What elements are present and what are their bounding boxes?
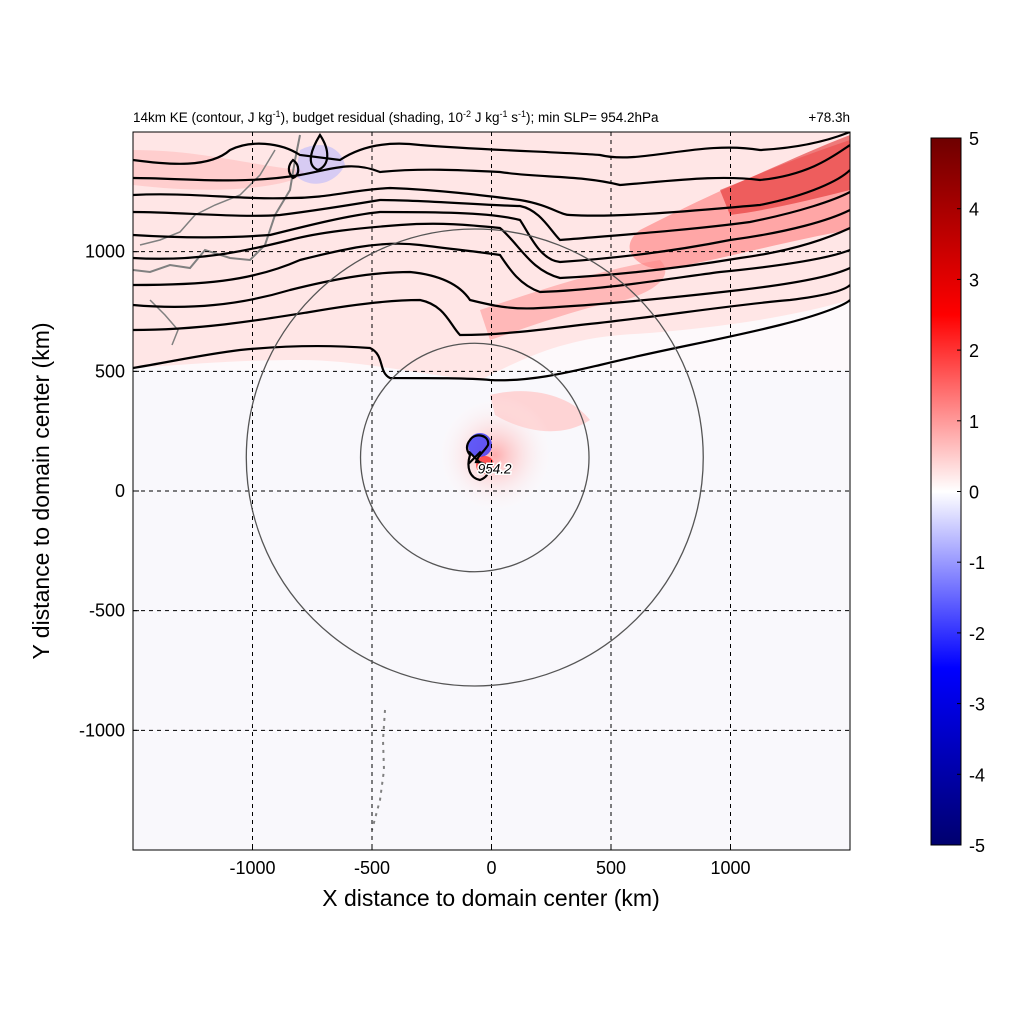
colorbar-ticks: 5 4 3 2 1 0 -1 -2 -3 -4 -5 — [957, 129, 985, 856]
x-axis-label: X distance to domain center (km) — [322, 885, 659, 911]
colorbar-tick-label: 4 — [969, 200, 979, 220]
center-x-stroke — [467, 450, 482, 465]
colorbar-tick-label: -5 — [969, 836, 985, 856]
colorbar-tick-label: -2 — [969, 624, 985, 644]
ke-contour — [133, 132, 850, 165]
x-axis: -1000 -500 0 500 1000 — [229, 844, 751, 878]
colorbar-tick-label: 0 — [969, 483, 979, 503]
colorbar-tick-label: 3 — [969, 270, 979, 290]
colorbar-tick-label: 1 — [969, 412, 979, 432]
ke-contour — [287, 158, 300, 180]
y-tick-label: 1000 — [85, 242, 125, 262]
coastline-main — [133, 134, 301, 274]
ke-contour — [133, 242, 850, 294]
ke-contour — [133, 284, 850, 337]
ke-contour — [309, 132, 329, 172]
storm-center-marker — [467, 450, 482, 465]
colorbar-tick-label: -4 — [969, 765, 985, 785]
ke-contour-storm — [465, 434, 490, 482]
x-tick-label: -1000 — [229, 858, 275, 878]
plot-area: 954.2 — [133, 132, 850, 850]
colorbar-tick-label: 5 — [969, 129, 979, 149]
x-tick-label: -500 — [354, 858, 390, 878]
x-tick-label: 0 — [486, 858, 496, 878]
ke-contour — [133, 191, 850, 242]
forecast-time-label: +78.3h — [808, 110, 850, 125]
range-circle — [359, 342, 590, 573]
ke-contour — [133, 169, 850, 217]
ke-contour — [133, 144, 850, 187]
colorbar-tick-label: -1 — [969, 553, 985, 573]
min-slp-label: 954.2 — [478, 461, 512, 476]
y-tick-label: -1000 — [79, 720, 125, 740]
y-axis-label: Y distance to domain center (km) — [28, 322, 54, 659]
range-circle — [245, 228, 704, 687]
x-tick-label: 1000 — [710, 858, 750, 878]
colorbar-tick-label: 2 — [969, 341, 979, 361]
coastline-secondary — [139, 149, 276, 246]
ke-contour — [133, 222, 850, 280]
ke-contours — [133, 132, 850, 482]
ke-contour — [133, 267, 850, 310]
colorbar-tick-label: -3 — [969, 695, 985, 715]
chart-title: 14km KE (contour, J kg-1), budget residu… — [133, 109, 659, 125]
y-tick-label: 500 — [95, 361, 125, 381]
storm-shading — [435, 395, 555, 515]
x-tick-label: 500 — [596, 858, 626, 878]
y-tick-label: 0 — [115, 481, 125, 501]
colorbar — [930, 137, 962, 846]
y-axis: -1000 -500 0 500 1000 — [79, 242, 139, 740]
y-tick-label: -500 — [89, 601, 125, 621]
range-circles — [245, 228, 704, 687]
